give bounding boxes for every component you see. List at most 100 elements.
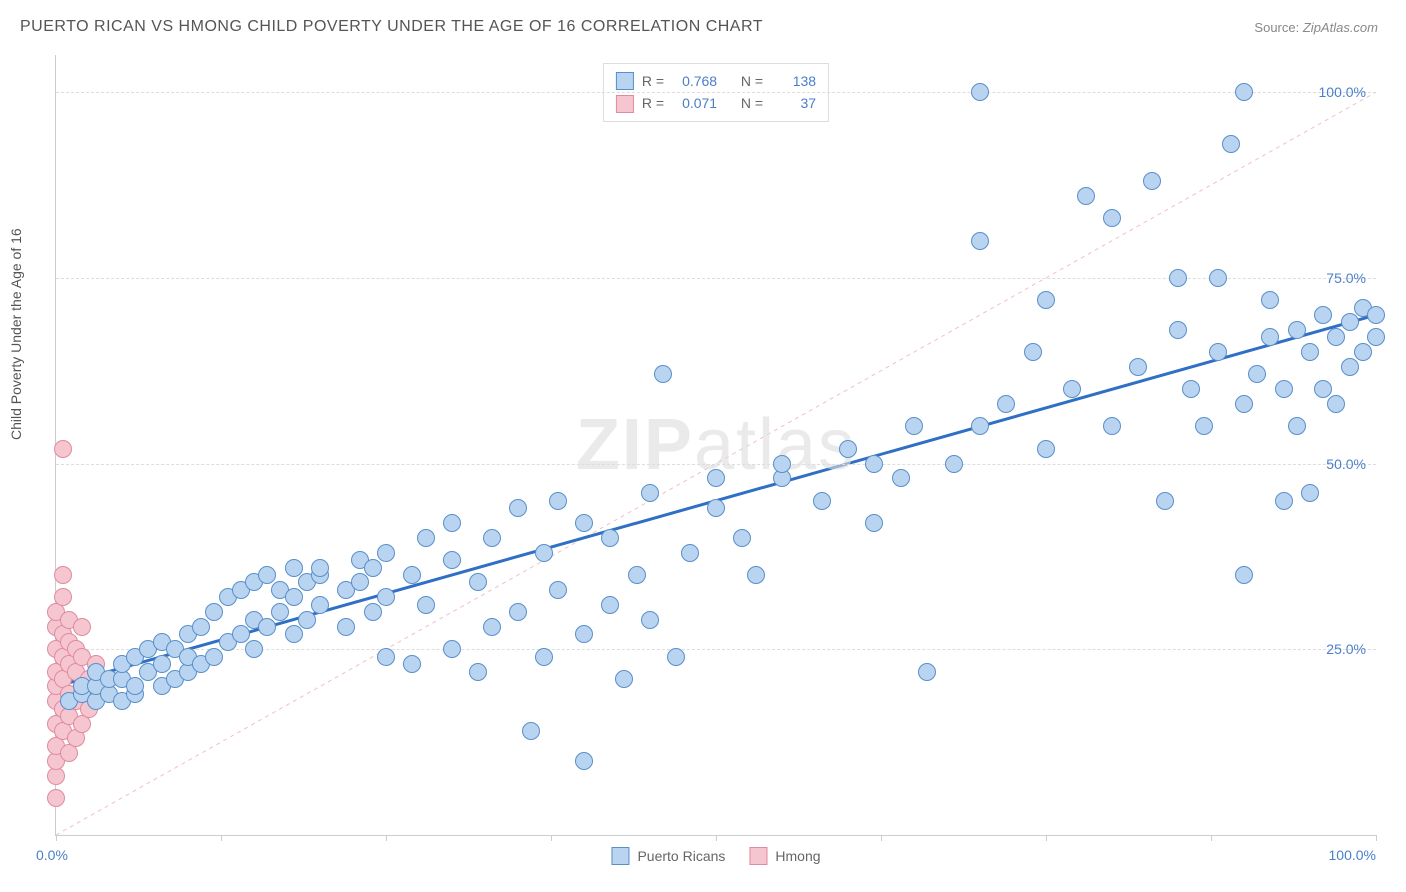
x-axis-min-label: 0.0%: [36, 847, 68, 863]
data-point: [1314, 380, 1332, 398]
r-label: R =: [642, 92, 664, 114]
data-point: [1077, 187, 1095, 205]
data-point: [245, 640, 263, 658]
data-point: [192, 618, 210, 636]
source-label: Source:: [1254, 20, 1299, 35]
r-label: R =: [642, 70, 664, 92]
x-axis-max-label: 100.0%: [1329, 847, 1376, 863]
data-point: [364, 603, 382, 621]
data-point: [483, 529, 501, 547]
data-point: [1037, 440, 1055, 458]
x-tick: [56, 835, 57, 841]
data-point: [1169, 321, 1187, 339]
data-point: [549, 492, 567, 510]
data-point: [403, 655, 421, 673]
data-point: [1261, 328, 1279, 346]
legend-swatch: [616, 95, 634, 113]
data-point: [403, 566, 421, 584]
legend-item: Hmong: [749, 847, 820, 865]
data-point: [1301, 343, 1319, 361]
plot-area: ZIPatlas R =0.768 N =138R =0.071 N =37 P…: [55, 55, 1376, 836]
source-attribution: Source: ZipAtlas.com: [1254, 20, 1378, 35]
y-axis-label: Child Poverty Under the Age of 16: [8, 228, 24, 440]
data-point: [351, 573, 369, 591]
data-point: [654, 365, 672, 383]
legend-swatch: [749, 847, 767, 865]
data-point: [535, 648, 553, 666]
data-point: [311, 596, 329, 614]
data-point: [298, 611, 316, 629]
data-point: [667, 648, 685, 666]
data-point: [337, 618, 355, 636]
data-point: [1156, 492, 1174, 510]
x-tick: [716, 835, 717, 841]
data-point: [54, 588, 72, 606]
data-point: [1248, 365, 1266, 383]
data-point: [1261, 291, 1279, 309]
data-point: [232, 625, 250, 643]
data-point: [535, 544, 553, 562]
data-point: [47, 789, 65, 807]
data-point: [469, 663, 487, 681]
y-tick-label: 50.0%: [1326, 456, 1366, 472]
n-value: 138: [771, 70, 816, 92]
data-point: [443, 551, 461, 569]
data-point: [377, 544, 395, 562]
chart-lines: [56, 55, 1376, 835]
data-point: [1103, 417, 1121, 435]
data-point: [575, 625, 593, 643]
data-point: [1275, 380, 1293, 398]
x-tick: [221, 835, 222, 841]
data-point: [813, 492, 831, 510]
legend-series: Puerto RicansHmong: [611, 847, 820, 865]
data-point: [905, 417, 923, 435]
data-point: [1209, 269, 1227, 287]
y-tick-label: 75.0%: [1326, 270, 1366, 286]
data-point: [892, 469, 910, 487]
data-point: [1314, 306, 1332, 324]
data-point: [865, 514, 883, 532]
data-point: [377, 648, 395, 666]
data-point: [1341, 358, 1359, 376]
data-point: [1222, 135, 1240, 153]
n-value: 37: [771, 92, 816, 114]
data-point: [681, 544, 699, 562]
data-point: [1327, 328, 1345, 346]
y-tick-label: 100.0%: [1319, 84, 1366, 100]
data-point: [1288, 321, 1306, 339]
data-point: [575, 514, 593, 532]
data-point: [865, 455, 883, 473]
gridline: [56, 92, 1376, 93]
n-label: N =: [741, 70, 763, 92]
data-point: [615, 670, 633, 688]
data-point: [126, 677, 144, 695]
data-point: [73, 618, 91, 636]
data-point: [641, 484, 659, 502]
gridline: [56, 464, 1376, 465]
data-point: [628, 566, 646, 584]
data-point: [509, 499, 527, 517]
data-point: [285, 588, 303, 606]
data-point: [153, 655, 171, 673]
r-value: 0.071: [672, 92, 717, 114]
data-point: [1235, 566, 1253, 584]
data-point: [575, 752, 593, 770]
data-point: [733, 529, 751, 547]
legend-row: R =0.768 N =138: [616, 70, 816, 92]
data-point: [1327, 395, 1345, 413]
data-point: [641, 611, 659, 629]
data-point: [522, 722, 540, 740]
data-point: [258, 566, 276, 584]
data-point: [945, 455, 963, 473]
data-point: [1143, 172, 1161, 190]
legend-row: R =0.071 N =37: [616, 92, 816, 114]
data-point: [1341, 313, 1359, 331]
data-point: [1182, 380, 1200, 398]
data-point: [417, 596, 435, 614]
data-point: [1037, 291, 1055, 309]
data-point: [1275, 492, 1293, 510]
watermark-bold: ZIP: [576, 405, 694, 485]
data-point: [271, 603, 289, 621]
y-tick-label: 25.0%: [1326, 641, 1366, 657]
data-point: [1235, 395, 1253, 413]
